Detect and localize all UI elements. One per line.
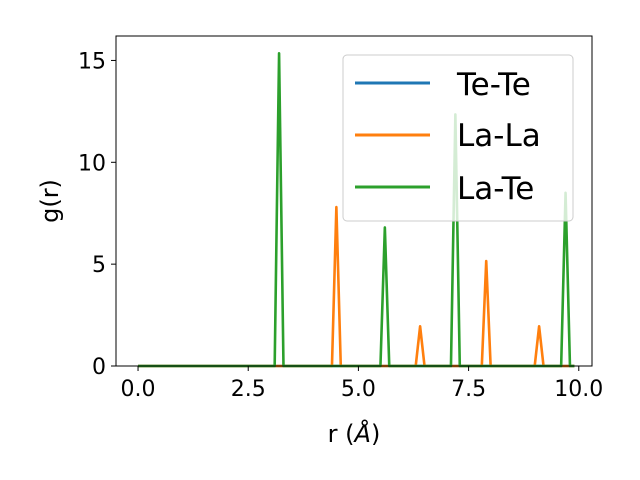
x-tick-label: 5.0	[341, 377, 376, 402]
legend-label-te-te: Te-Te	[456, 67, 531, 103]
x-axis-label: r (Å)	[328, 419, 381, 448]
y-tick-label: 15	[78, 49, 106, 74]
x-tick-label: 7.5	[451, 377, 486, 402]
y-tick-label: 0	[92, 355, 106, 380]
y-tick-label: 10	[78, 151, 106, 176]
x-tick-label: 2.5	[231, 377, 266, 402]
y-axis-label: g(r)	[36, 179, 64, 223]
x-tick-label: 10.0	[554, 377, 603, 402]
legend-label-la-te: La-Te	[457, 171, 534, 207]
series-line-la-la	[138, 205, 575, 368]
plot-frame	[115, 35, 593, 367]
legend-label-la-la: La-La	[457, 118, 541, 154]
y-tick-label: 5	[92, 253, 106, 278]
legend-box	[342, 54, 574, 222]
legend: Te-Te La-La La-Te	[342, 54, 574, 222]
axes-layer: 0.0 2.5 5.0 7.5 10.0 0 5 10 15	[78, 49, 603, 402]
x-tick-label: 0.0	[121, 377, 156, 402]
